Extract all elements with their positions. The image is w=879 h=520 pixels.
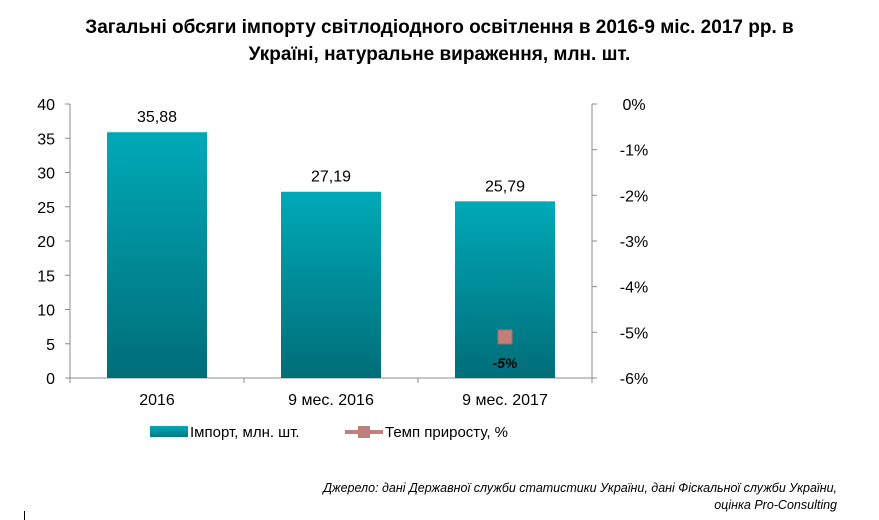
- chart-title: Загальні обсяги імпорту світлодіодного о…: [0, 14, 879, 68]
- chart-plot: 0 5 10 15 20 25 30 35 40 0% -1% -2% -3% -4% -5% -6% 2016…: [37, 97, 648, 441]
- legend-label-import: Імпорт, млн. шт.: [190, 424, 300, 441]
- bar: [107, 132, 207, 378]
- x-tick-label: 9 мес. 2016: [288, 392, 374, 409]
- y-right-tick-label: -6%: [620, 371, 648, 388]
- y-left-tick-label: 30: [37, 166, 55, 183]
- y-right-tick-label: -1%: [620, 143, 648, 160]
- y-left-tick-label: 10: [37, 303, 55, 320]
- bar: [455, 201, 555, 378]
- legend: Імпорт, млн. шт. Темп приросту, %: [150, 424, 508, 441]
- bars-group: [107, 132, 555, 378]
- source-note: Джерело: дані Державної служби статистик…: [323, 480, 837, 514]
- y-left-tick-label: 20: [37, 234, 55, 251]
- y-right-tick-label: -5%: [620, 325, 648, 342]
- chart-title-line: Загальні обсяги імпорту світлодіодного о…: [85, 17, 794, 38]
- growth-data-label: -5%: [493, 355, 518, 371]
- y-right-tick-label: -2%: [620, 188, 648, 205]
- y-left-tick-label: 15: [37, 268, 55, 285]
- y-left-tick-label: 35: [37, 131, 55, 148]
- y-right-tick-label: 0%: [622, 97, 645, 114]
- bar-data-label: 35,88: [137, 109, 177, 126]
- y-right-tick-label: -3%: [620, 234, 648, 251]
- y-left-tick-label: 5: [46, 337, 55, 354]
- legend-swatch-import: [150, 426, 188, 437]
- y-left-tick-label: 0: [46, 371, 55, 388]
- y-right-tick-label: -4%: [620, 280, 648, 297]
- bar-data-label: 25,79: [485, 178, 525, 195]
- chart-title-line: Україні, натуральне вираження, млн. шт.: [248, 44, 631, 65]
- legend-label-growth: Темп приросту, %: [385, 424, 508, 441]
- y-left-tick-label: 40: [37, 97, 55, 114]
- legend-marker-growth: [358, 426, 370, 438]
- axes-group: 0 5 10 15 20 25 30 35 40 0% -1% -2% -3% -4% -5% -6% 2016…: [37, 97, 648, 409]
- corner-tick: [24, 511, 25, 520]
- y-left-tick-label: 25: [37, 200, 55, 217]
- x-tick-label: 2016: [139, 392, 175, 409]
- labels-group: 35,88 27,19 25,79 -5%: [137, 109, 525, 371]
- growth-marker: [497, 329, 513, 345]
- source-line: Джерело: дані Державної служби статистик…: [323, 481, 837, 495]
- source-line: оцінка Pro-Consulting: [714, 498, 837, 512]
- bar: [281, 191, 381, 378]
- bar-data-label: 27,19: [311, 169, 351, 186]
- x-tick-label: 9 мес. 2017: [462, 392, 548, 409]
